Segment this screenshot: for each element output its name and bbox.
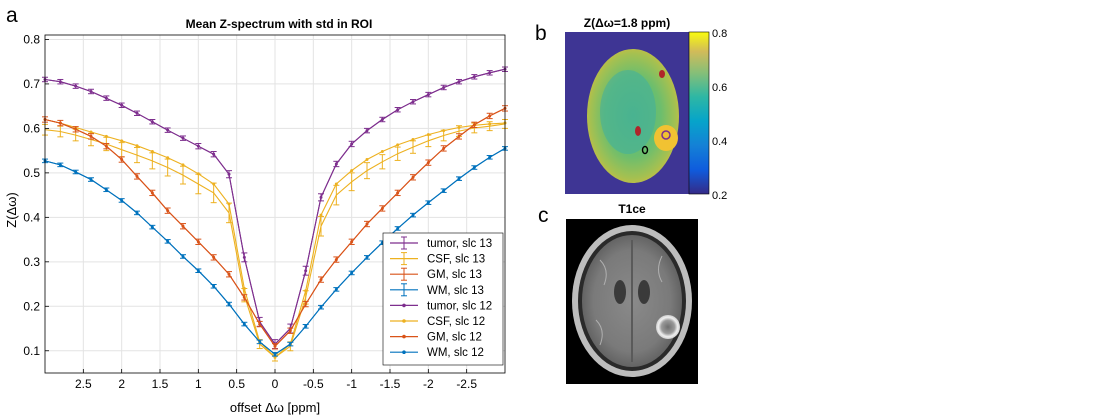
- legend-label: CSF, slc 12: [427, 316, 485, 328]
- y-tick-label: 0.7: [23, 77, 40, 91]
- legend-label: tumor, slc 13: [427, 238, 492, 250]
- colorbar-tick-0.4: 0.4: [712, 136, 727, 148]
- y-axis-label: Z(Δω): [4, 192, 19, 227]
- data-point: [334, 182, 338, 186]
- data-point: [166, 156, 170, 160]
- legend-entry: CSF, slc 13: [390, 252, 485, 266]
- data-point: [120, 139, 124, 143]
- data-point: [411, 138, 415, 142]
- x-tick-label: 0: [272, 377, 279, 391]
- panel-b-letter: b: [535, 22, 547, 45]
- z-map-image: [565, 32, 689, 194]
- y-tick-label: 0.2: [23, 299, 40, 313]
- data-point: [181, 163, 185, 167]
- legend-entry: CSF, slc 12: [390, 316, 485, 328]
- data-point: [380, 150, 384, 154]
- series-layer: [42, 66, 508, 362]
- x-tick-label: -2.5: [456, 377, 477, 391]
- legend-label: WM, slc 12: [427, 347, 484, 359]
- colorbar-tick-0.6: 0.6: [712, 82, 727, 94]
- y-tick-label: 0.4: [23, 210, 40, 224]
- z-map-wm-roi: [641, 145, 649, 155]
- t1ce-image: [566, 219, 698, 384]
- z-map-tumor-region: [654, 125, 678, 151]
- legend-entry: GM, slc 13: [390, 267, 482, 281]
- legend-entry: tumor, slc 12: [390, 300, 492, 312]
- legend-swatch-dot: [402, 334, 406, 339]
- legend-entry: WM, slc 12: [390, 347, 484, 359]
- z-map-tumor-roi: [661, 130, 671, 140]
- x-tick-label: -1: [346, 377, 357, 391]
- legend-label: WM, slc 13: [427, 285, 484, 297]
- y-tick-label: 0.1: [23, 344, 40, 358]
- legend-entry: WM, slc 13: [390, 283, 484, 297]
- y-tick-label: 0.8: [23, 32, 40, 46]
- x-tick-label: -0.5: [303, 377, 324, 391]
- x-tick-label: 2.5: [75, 377, 92, 391]
- x-axis-label: offset Δω [ppm]: [230, 400, 320, 415]
- data-point: [319, 213, 323, 217]
- axis-ticks: 2.5 2 1.5 1 0.5 0 -0.5 -1 -1.5 -2 -2.5 0.1 0.2 0.3 0.4…: [23, 32, 477, 391]
- y-tick-label: 0.5: [23, 166, 40, 180]
- x-tick-label: 1: [195, 377, 202, 391]
- panel-c-title: T1ce: [618, 202, 646, 216]
- x-tick-label: -1.5: [380, 377, 401, 391]
- data-point: [396, 143, 400, 147]
- legend-swatch-dot: [402, 350, 406, 355]
- legend-label: CSF, slc 13: [427, 254, 485, 266]
- legend-label: GM, slc 12: [427, 332, 482, 344]
- y-tick-label: 0.3: [23, 255, 40, 269]
- colorbar-tick-0.2: 0.2: [712, 190, 727, 202]
- z-map-gm-roi: [659, 70, 665, 78]
- x-tick-label: 1.5: [152, 377, 169, 391]
- panel-a-letter: a: [6, 4, 18, 27]
- legend-label: GM, slc 13: [427, 269, 482, 281]
- legend-box: [382, 232, 504, 366]
- t1ce-ventricle-left: [614, 280, 626, 304]
- colorbar-tick-0.8: 0.8: [712, 28, 727, 40]
- x-tick-label: 0.5: [228, 377, 245, 391]
- series-wm-slc-13: [42, 146, 508, 357]
- data-point: [135, 144, 139, 148]
- colorbar: [688, 31, 710, 195]
- z-map-csf-roi: [635, 126, 641, 136]
- chart-title: Mean Z-spectrum with std in ROI: [186, 17, 373, 31]
- legend-label: tumor, slc 12: [427, 300, 492, 312]
- legend: tumor, slc 13 CSF, slc 13 GM, slc 13 WM, sl…: [382, 232, 504, 366]
- x-tick-label: -2: [423, 377, 434, 391]
- legend-entry: GM, slc 12: [390, 332, 482, 344]
- panel-b-title: Z(Δω=1.8 ppm): [584, 16, 670, 30]
- y-tick-label: 0.6: [23, 121, 40, 135]
- series-csf-slc-13: [42, 119, 508, 362]
- data-point: [150, 150, 154, 154]
- series-gm-slc-13: [42, 105, 508, 350]
- legend-entry: tumor, slc 13: [390, 236, 492, 250]
- data-point: [365, 158, 369, 162]
- z-map-white-matter: [600, 70, 656, 154]
- panel-c-letter: c: [538, 204, 549, 227]
- legend-swatch-dot: [402, 303, 406, 308]
- legend-swatch-dot: [402, 319, 406, 323]
- t1ce-vessels: [595, 255, 663, 346]
- plot-area: 2.5 2 1.5 1 0.5 0 -0.5 -1 -1.5 -2 -2.5 0.1 0.2 0.3 0.4…: [23, 32, 508, 391]
- data-point: [89, 130, 93, 134]
- x-tick-label: 2: [118, 377, 125, 391]
- t1ce-ventricle-right: [638, 280, 650, 304]
- t1ce-enhancing-lesion: [656, 315, 680, 339]
- data-point: [350, 169, 354, 173]
